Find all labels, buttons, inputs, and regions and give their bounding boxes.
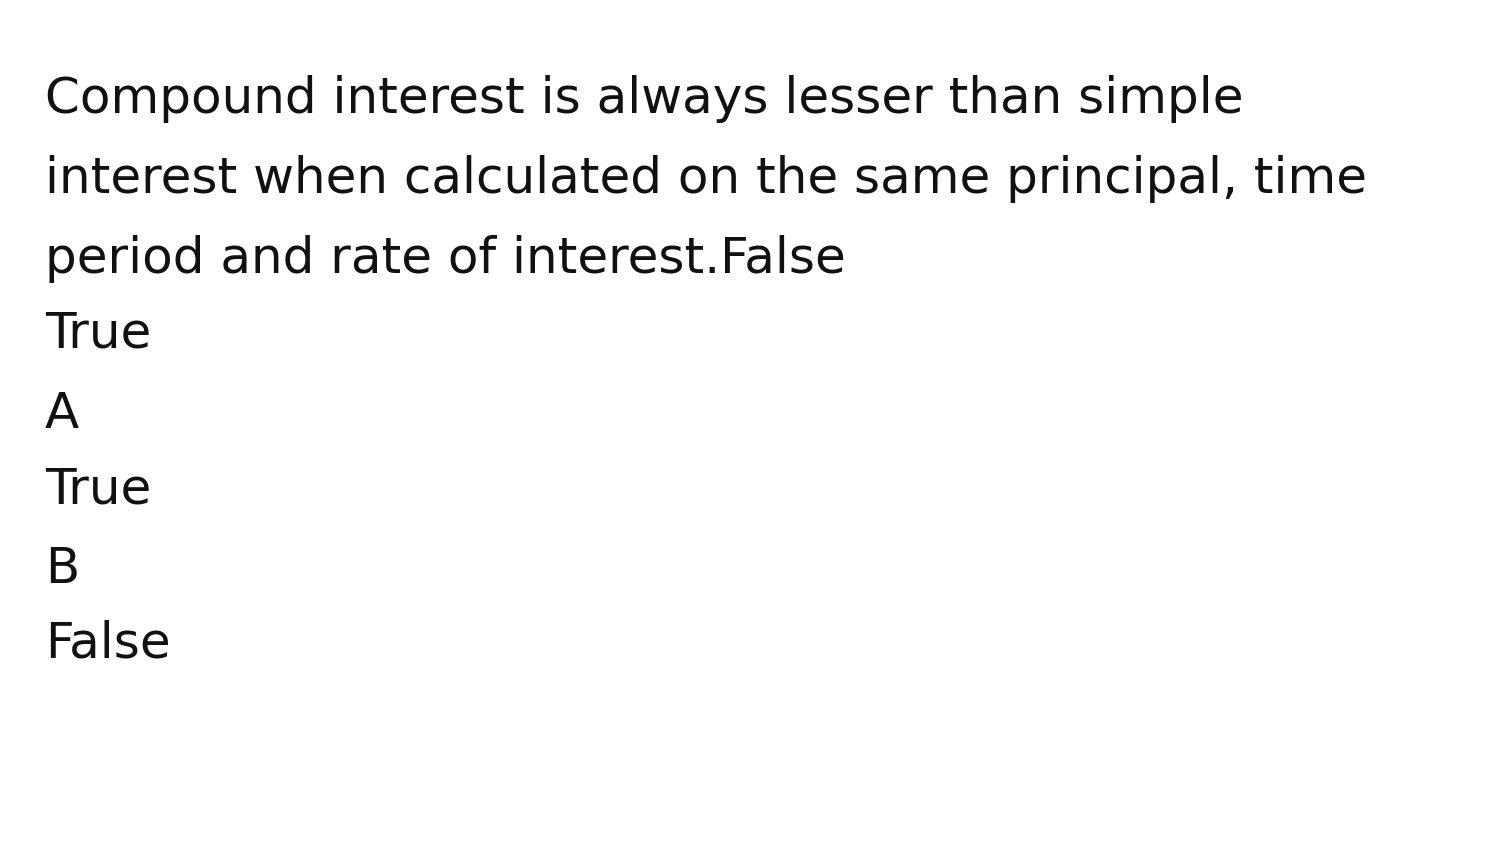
Text: Compound interest is always lesser than simple: Compound interest is always lesser than … bbox=[45, 75, 1244, 123]
Text: True: True bbox=[45, 465, 152, 513]
Text: A: A bbox=[45, 390, 80, 438]
Text: True: True bbox=[45, 310, 152, 358]
Text: interest when calculated on the same principal, time: interest when calculated on the same pri… bbox=[45, 155, 1366, 203]
Text: period and rate of interest.False: period and rate of interest.False bbox=[45, 235, 846, 283]
Text: B: B bbox=[45, 545, 80, 593]
Text: False: False bbox=[45, 620, 171, 668]
